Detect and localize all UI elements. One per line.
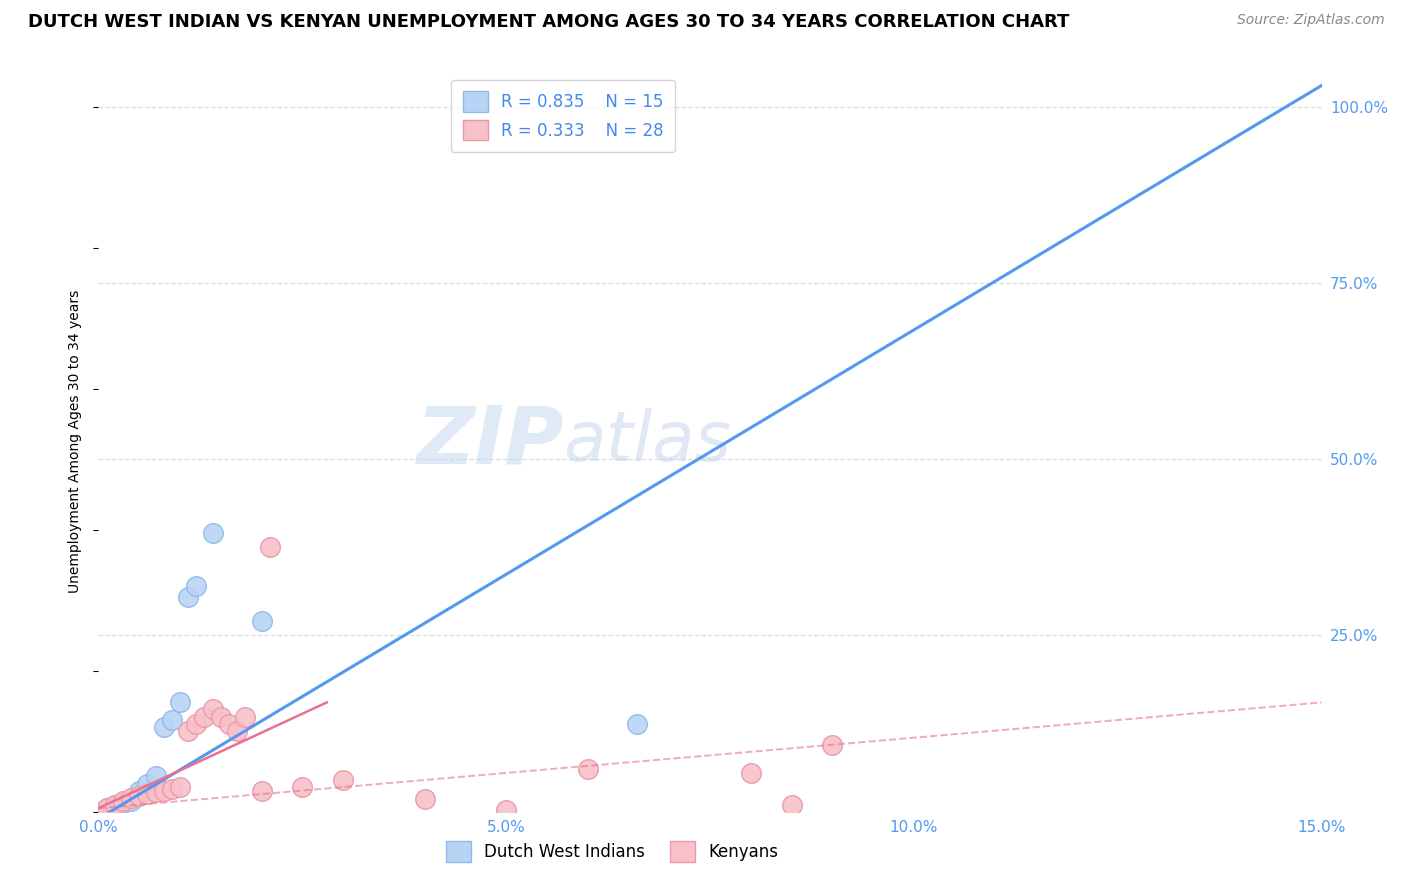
Point [201,702,224,716]
Point [177,723,200,738]
Point [740,766,762,780]
Point [495,803,517,817]
Point [145,785,167,799]
Point [136,776,159,790]
Point [160,782,183,797]
Point [193,709,215,723]
Y-axis label: Unemployment Among Ages 30 to 34 years: Unemployment Among Ages 30 to 34 years [69,290,83,593]
Legend: Dutch West Indians, Kenyans: Dutch West Indians, Kenyans [437,833,787,870]
Point [201,526,224,541]
Point [96,801,118,815]
Point [169,695,191,709]
Point [111,794,134,808]
Point [218,716,240,731]
Point [413,792,436,806]
Point [259,541,281,555]
Point [233,709,256,723]
Point [332,772,354,787]
Point [128,789,150,804]
Point [136,787,159,801]
Point [96,801,118,815]
Text: ZIP: ZIP [416,402,564,481]
Point [226,723,249,738]
Text: DUTCH WEST INDIAN VS KENYAN UNEMPLOYMENT AMONG AGES 30 TO 34 YEARS CORRELATION C: DUTCH WEST INDIAN VS KENYAN UNEMPLOYMENT… [28,13,1070,31]
Text: atlas: atlas [564,408,731,475]
Point [104,797,127,812]
Point [120,790,142,805]
Point [576,763,599,777]
Text: Source: ZipAtlas.com: Source: ZipAtlas.com [1237,13,1385,28]
Point [145,769,167,783]
Point [250,615,273,629]
Point [186,716,208,731]
Point [177,590,200,604]
Point [186,579,208,593]
Point [169,780,191,794]
Point [111,797,134,811]
Point [160,713,183,727]
Point [120,794,142,808]
Point [104,797,127,812]
Point [152,783,174,797]
Point [626,716,648,731]
Point [152,720,174,734]
Point [209,709,232,723]
Point [780,797,803,812]
Point [250,783,273,797]
Point [291,780,314,794]
Point [128,783,150,797]
Point [821,738,844,752]
